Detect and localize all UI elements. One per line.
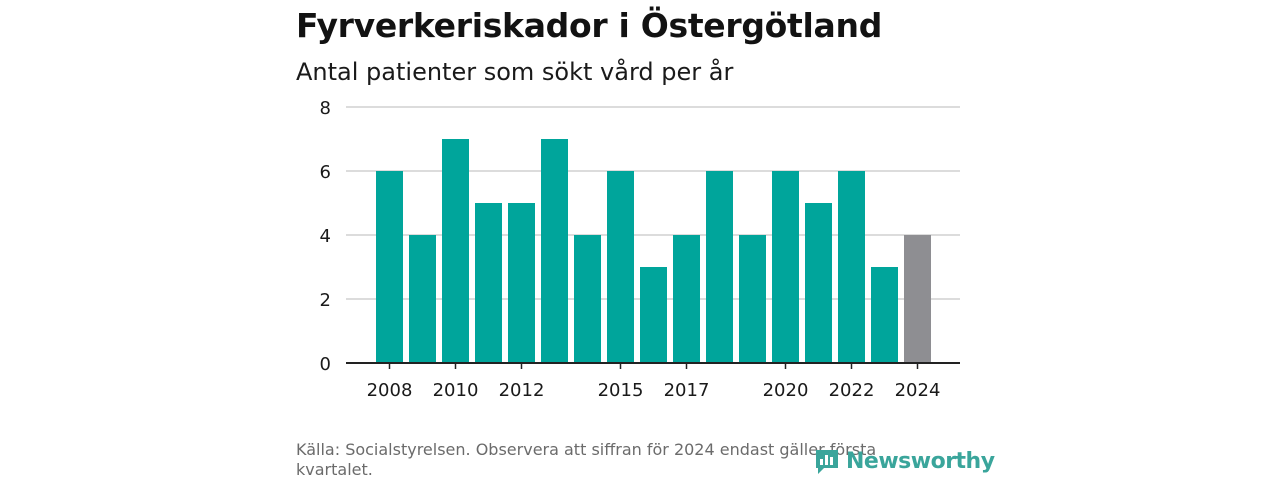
bar-2021 xyxy=(805,203,832,363)
bar-2024 xyxy=(904,235,931,363)
x-tick-label: 2012 xyxy=(499,380,545,401)
bar-2023 xyxy=(871,267,898,363)
bar-2013 xyxy=(541,139,568,363)
y-tick-label: 2 xyxy=(320,290,331,311)
y-tick-label: 6 xyxy=(320,162,331,183)
bar-2008 xyxy=(376,171,403,363)
x-tick-label: 2024 xyxy=(895,380,941,401)
chart-title: Fyrverkeriskador i Östergötland xyxy=(296,6,883,45)
x-tick-label: 2022 xyxy=(829,380,875,401)
y-tick-label: 4 xyxy=(320,226,331,247)
newsworthy-logo-text: Newsworthy xyxy=(846,448,995,474)
y-tick-label: 8 xyxy=(320,98,331,119)
bar-2014 xyxy=(574,235,601,363)
bar-2012 xyxy=(508,203,535,363)
bar-2017 xyxy=(673,235,700,363)
bar-2015 xyxy=(607,171,634,363)
source-note: Källa: Socialstyrelsen. Observera att si… xyxy=(296,440,877,479)
x-tick-label: 2015 xyxy=(598,380,644,401)
bar-2022 xyxy=(838,171,865,363)
bar-2020 xyxy=(772,171,799,363)
bar-2016 xyxy=(640,267,667,363)
newsworthy-logo-icon xyxy=(816,450,838,474)
bar-2018 xyxy=(706,171,733,363)
newsworthy-logo: Newsworthy xyxy=(812,446,995,476)
bar-2010 xyxy=(442,139,469,363)
x-tick-label: 2008 xyxy=(367,380,413,401)
bar-2009 xyxy=(409,235,436,363)
x-tick-label: 2020 xyxy=(763,380,809,401)
x-tick-label: 2010 xyxy=(433,380,479,401)
bar-2019 xyxy=(739,235,766,363)
bar-2011 xyxy=(475,203,502,363)
y-tick-label: 0 xyxy=(320,354,331,375)
x-tick-label: 2017 xyxy=(664,380,710,401)
chart-subtitle: Antal patienter som sökt vård per år xyxy=(296,58,734,86)
